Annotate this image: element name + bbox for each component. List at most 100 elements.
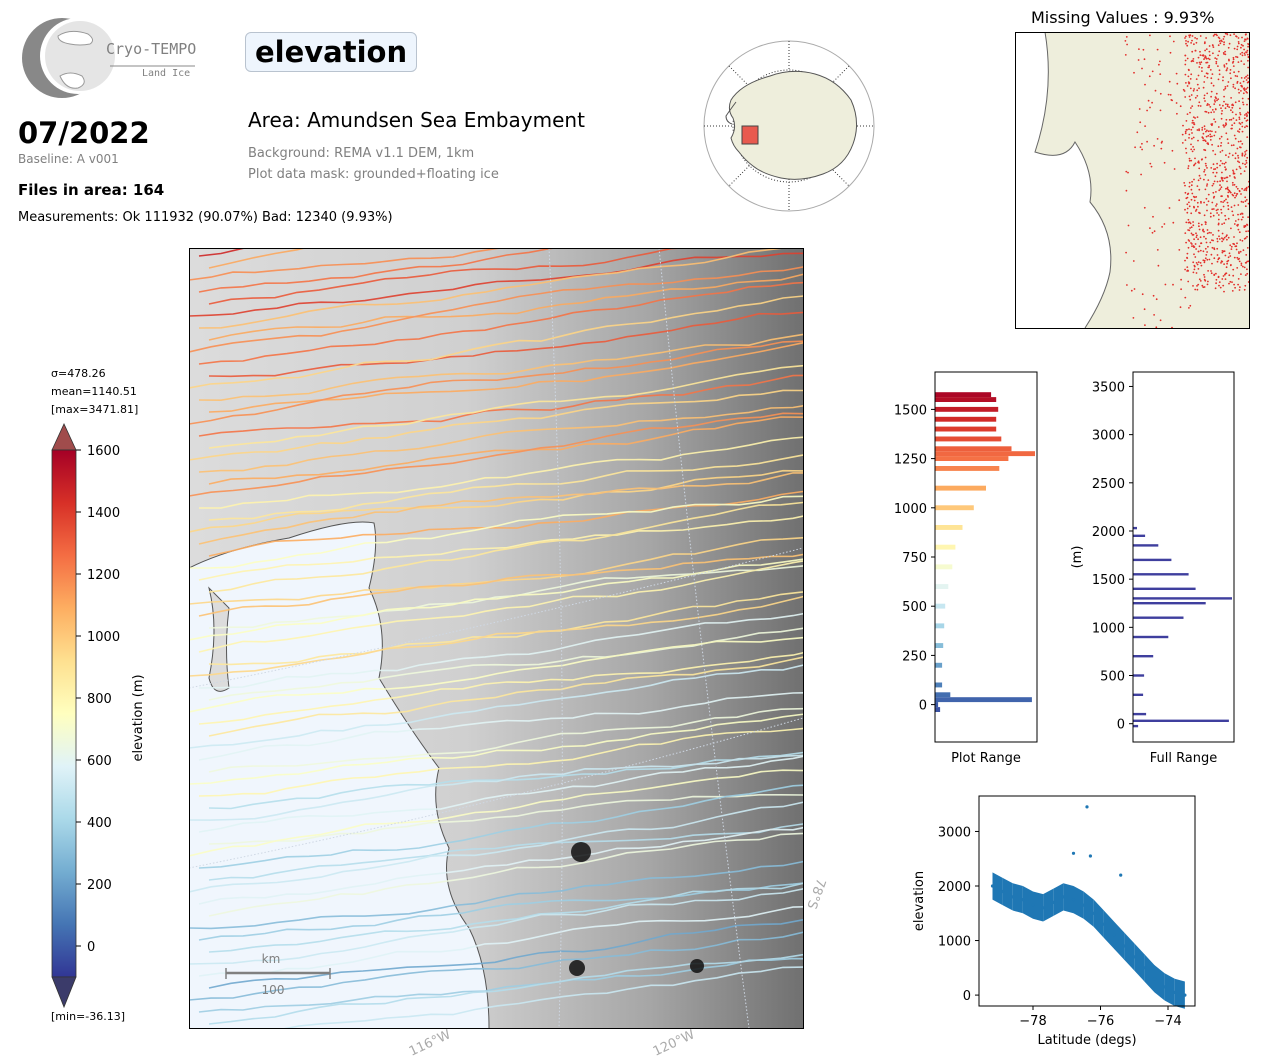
missing-point xyxy=(1184,73,1187,76)
histogram-bar xyxy=(1133,635,1169,639)
missing-point xyxy=(1195,208,1198,211)
missing-point xyxy=(1223,222,1226,225)
missing-point xyxy=(1222,124,1225,127)
missing-point xyxy=(1228,106,1231,108)
missing-point xyxy=(1202,139,1205,142)
missing-point xyxy=(1230,227,1232,230)
missing-point xyxy=(1206,283,1209,286)
scatter-point xyxy=(1092,911,1096,915)
missing-point xyxy=(1232,268,1235,271)
satellite-track xyxy=(208,882,804,953)
scatter-point xyxy=(1011,895,1015,899)
report-date: 07/2022 xyxy=(18,116,150,150)
histogram-bar xyxy=(935,697,1032,703)
missing-point xyxy=(1243,52,1246,55)
missing-point xyxy=(1221,278,1224,280)
missing-point xyxy=(1229,255,1232,257)
missing-point xyxy=(1246,136,1249,138)
missing-point xyxy=(1213,247,1215,250)
missing-point xyxy=(1209,69,1212,71)
satellite-track xyxy=(198,404,804,473)
missing-point xyxy=(1197,74,1200,77)
parameter-title: elevation xyxy=(245,32,418,72)
missing-point xyxy=(1211,130,1213,133)
missing-point xyxy=(1189,87,1192,90)
missing-point xyxy=(1189,98,1192,101)
missing-point xyxy=(1245,125,1248,127)
missing-point xyxy=(1240,273,1242,275)
missing-point xyxy=(1242,103,1245,106)
missing-point xyxy=(1237,278,1240,280)
satellite-track xyxy=(189,664,804,749)
missing-point xyxy=(1180,278,1182,281)
missing-point xyxy=(1218,104,1221,106)
missing-point xyxy=(1232,184,1234,186)
histogram-bar xyxy=(935,416,997,422)
scatter-ytick-label: 0 xyxy=(963,989,971,1004)
missing-point xyxy=(1144,83,1146,86)
missing-point xyxy=(1218,284,1220,287)
missing-point xyxy=(1235,35,1238,38)
missing-point xyxy=(1239,107,1241,110)
missing-point xyxy=(1239,286,1241,288)
missing-point xyxy=(1226,33,1229,36)
scatter-xtick-label: −74 xyxy=(1154,1014,1181,1029)
histogram-bar xyxy=(1133,693,1144,696)
missing-point xyxy=(1237,228,1240,231)
logo-subtitle: Land Ice xyxy=(142,68,191,79)
missing-point xyxy=(1215,33,1217,36)
missing-point xyxy=(1212,35,1215,37)
satellite-track xyxy=(208,273,804,341)
missing-point xyxy=(1238,260,1241,263)
missing-point xyxy=(1184,259,1186,262)
missing-point xyxy=(1214,108,1217,111)
missing-point xyxy=(1164,283,1167,286)
missing-point xyxy=(1215,205,1217,207)
missing-point xyxy=(1190,198,1193,201)
missing-point xyxy=(1188,137,1190,139)
missing-point xyxy=(1209,130,1212,132)
missing-point xyxy=(1209,212,1212,215)
missing-point xyxy=(1195,196,1198,198)
missing-point xyxy=(1243,48,1245,51)
missing-point xyxy=(1157,264,1160,267)
missing-point xyxy=(1189,227,1191,229)
missing-point xyxy=(1172,221,1175,224)
missing-point xyxy=(1221,223,1223,226)
logo-title: Cryo-TEMPO xyxy=(106,40,197,58)
missing-point xyxy=(1234,177,1236,179)
missing-point xyxy=(1188,307,1190,309)
satellite-track xyxy=(189,389,804,461)
missing-point xyxy=(1226,85,1229,87)
missing-point xyxy=(1178,249,1181,251)
satellite-track xyxy=(208,918,804,989)
satellite-track xyxy=(198,692,804,761)
missing-point xyxy=(1226,103,1229,106)
missing-point xyxy=(1247,216,1249,219)
missing-point xyxy=(1245,254,1248,256)
missing-point xyxy=(1221,149,1224,152)
missing-point xyxy=(1218,73,1221,76)
missing-point xyxy=(1242,249,1245,252)
scatter-band xyxy=(1154,965,1165,1001)
satellite-track xyxy=(198,248,790,329)
missing-point xyxy=(1243,189,1246,192)
histogram-bar xyxy=(1133,616,1184,619)
missing-point xyxy=(1233,204,1236,207)
missing-point xyxy=(1196,37,1198,40)
missing-point xyxy=(1220,186,1223,189)
missing-point xyxy=(1206,204,1208,206)
missing-point xyxy=(1199,212,1201,215)
missing-point xyxy=(1184,232,1187,235)
missing-point xyxy=(1233,47,1236,50)
satellite-track xyxy=(208,490,804,557)
satellite-track xyxy=(198,333,804,402)
missing-point xyxy=(1213,195,1216,198)
missing-point xyxy=(1206,72,1209,75)
missing-point xyxy=(1204,100,1206,102)
missing-point xyxy=(1237,157,1240,159)
missing-point xyxy=(1214,168,1217,170)
histogram-bar xyxy=(1133,712,1147,716)
missing-point xyxy=(1212,171,1215,174)
missing-point xyxy=(1242,265,1244,268)
